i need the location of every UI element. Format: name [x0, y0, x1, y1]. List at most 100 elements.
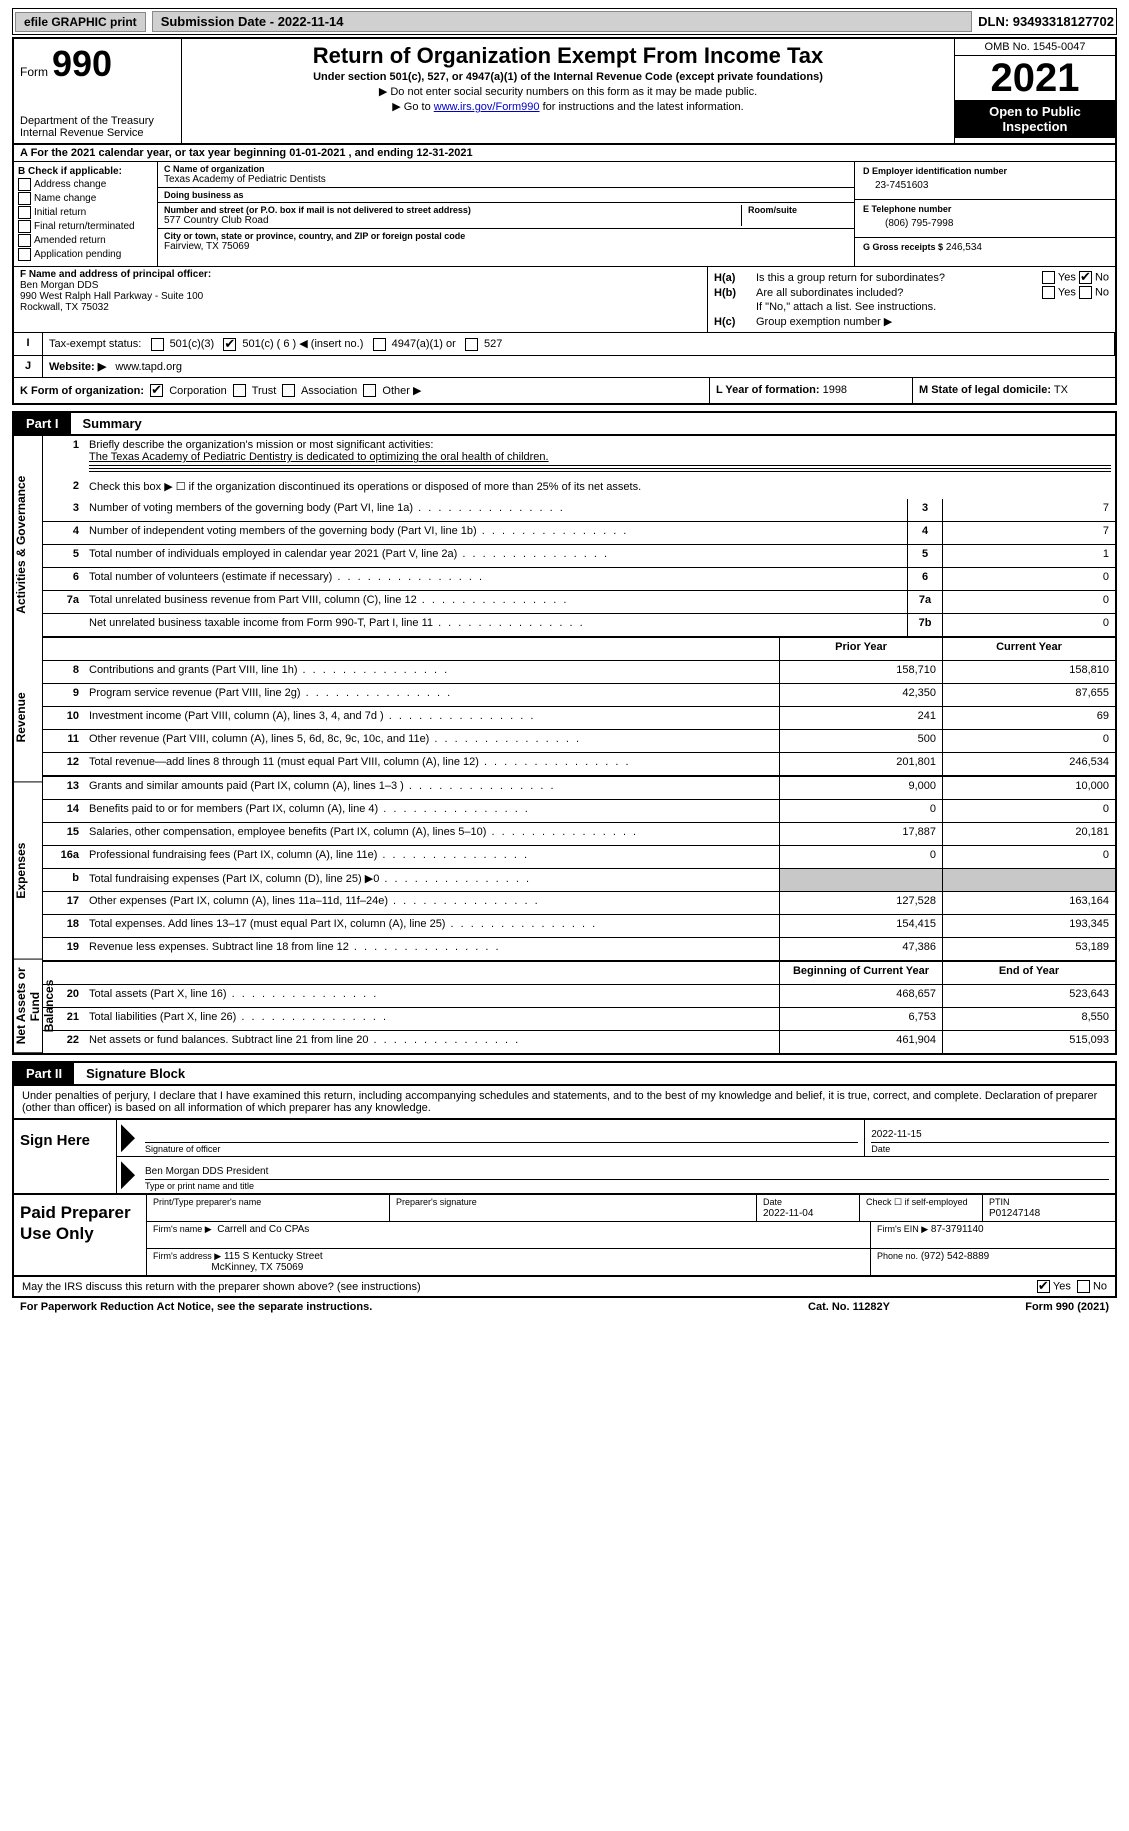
cb-527[interactable] — [465, 338, 478, 351]
form-ref: Form 990 (2021) — [949, 1301, 1109, 1313]
summary-line: 8Contributions and grants (Part VIII, li… — [43, 661, 1115, 684]
hb-yes[interactable] — [1042, 286, 1055, 299]
row-j-website: J Website: ▶ www.tapd.org — [12, 356, 1117, 378]
officer-addr2: Rockwall, TX 75032 — [20, 302, 701, 313]
discuss-yes[interactable] — [1037, 1280, 1050, 1293]
ein-value: 23-7451603 — [863, 176, 1107, 195]
form-note-1: ▶ Do not enter social security numbers o… — [188, 85, 948, 98]
cb-address-change[interactable] — [18, 178, 31, 191]
preparer-block: Paid Preparer Use Only Print/Type prepar… — [12, 1195, 1117, 1277]
submission-date: Submission Date - 2022-11-14 — [152, 11, 972, 32]
gross-receipts: 246,534 — [946, 242, 982, 253]
row-klm: K Form of organization: Corporation Trus… — [12, 378, 1117, 406]
omb-number: OMB No. 1545-0047 — [955, 39, 1115, 56]
line-2: Check this box ▶ ☐ if the organization d… — [85, 477, 1115, 499]
row-i-exempt: I Tax-exempt status: 501(c)(3) 501(c) ( … — [12, 333, 1117, 356]
officer-name: Ben Morgan DDS — [20, 280, 701, 291]
firm-addr: 115 S Kentucky Street — [224, 1251, 323, 1262]
summary-line: 9Program service revenue (Part VIII, lin… — [43, 684, 1115, 707]
summary-line: 18Total expenses. Add lines 13–17 (must … — [43, 915, 1115, 938]
officer-addr1: 990 West Ralph Hall Parkway - Suite 100 — [20, 291, 701, 302]
form-number: 990 — [52, 43, 112, 85]
state-domicile: TX — [1054, 384, 1068, 396]
sign-block: Sign Here Signature of officer 2022-11-1… — [12, 1120, 1117, 1195]
year-formation: 1998 — [823, 384, 847, 396]
cat-no: Cat. No. 11282Y — [749, 1301, 949, 1313]
cb-final-return[interactable] — [18, 220, 31, 233]
ha-no[interactable] — [1079, 271, 1092, 284]
cb-name-change[interactable] — [18, 192, 31, 205]
public-inspection: Open to Public Inspection — [955, 100, 1115, 138]
form-label: Form — [20, 65, 48, 79]
hb-no[interactable] — [1079, 286, 1092, 299]
officer-print-name: Ben Morgan DDS President — [145, 1166, 1109, 1177]
cb-assoc[interactable] — [282, 384, 295, 397]
tax-year: 2021 — [955, 56, 1115, 100]
ha-yes[interactable] — [1042, 271, 1055, 284]
summary-line: 10Investment income (Part VIII, column (… — [43, 707, 1115, 730]
col-b-checkboxes: B Check if applicable: Address change Na… — [14, 162, 158, 266]
cb-4947[interactable] — [373, 338, 386, 351]
cb-other[interactable] — [363, 384, 376, 397]
part-2-header: Part II Signature Block — [12, 1061, 1117, 1086]
discuss-no[interactable] — [1077, 1280, 1090, 1293]
form-header: Form 990 Department of the Treasury Inte… — [12, 37, 1117, 145]
cb-501c[interactable] — [223, 338, 236, 351]
tel-value: (806) 795-7998 — [863, 214, 1107, 233]
sig-intro: Under penalties of perjury, I declare th… — [12, 1086, 1117, 1120]
cb-amended[interactable] — [18, 234, 31, 247]
part-1-header: Part I Summary — [12, 411, 1117, 436]
arrow-icon — [121, 1124, 135, 1152]
cb-pending[interactable] — [18, 248, 31, 261]
cb-501c3[interactable] — [151, 338, 164, 351]
top-bar: efile GRAPHIC print Submission Date - 20… — [12, 8, 1117, 35]
summary-line: 11Other revenue (Part VIII, column (A), … — [43, 730, 1115, 753]
cb-initial-return[interactable] — [18, 206, 31, 219]
summary-line: 7aTotal unrelated business revenue from … — [43, 591, 1115, 614]
dept-treasury: Department of the Treasury — [20, 115, 175, 127]
summary-line: 5Total number of individuals employed in… — [43, 545, 1115, 568]
dln: DLN: 93493318127702 — [978, 14, 1114, 29]
website-url: www.tapd.org — [115, 361, 182, 373]
firm-name: Carrell and Co CPAs — [217, 1224, 309, 1235]
discuss-row: May the IRS discuss this return with the… — [12, 1277, 1117, 1298]
summary-line: Net unrelated business taxable income fr… — [43, 614, 1115, 636]
cb-corp[interactable] — [150, 384, 163, 397]
col-h-group: H(a) Is this a group return for subordin… — [708, 267, 1115, 332]
summary-line: 16aProfessional fundraising fees (Part I… — [43, 846, 1115, 869]
efile-button[interactable]: efile GRAPHIC print — [15, 12, 146, 32]
summary-line: bTotal fundraising expenses (Part IX, co… — [43, 869, 1115, 892]
part-1-summary: Activities & Governance Revenue Expenses… — [12, 436, 1117, 1055]
summary-line: 4Number of independent voting members of… — [43, 522, 1115, 545]
org-name: Texas Academy of Pediatric Dentists — [164, 174, 848, 185]
block-bcd: B Check if applicable: Address change Na… — [12, 162, 1117, 267]
ptin: P01247148 — [989, 1208, 1040, 1219]
cb-trust[interactable] — [233, 384, 246, 397]
arrow-icon — [121, 1161, 135, 1189]
org-street: 577 Country Club Road — [164, 215, 735, 226]
row-a-period: A For the 2021 calendar year, or tax yea… — [12, 145, 1117, 162]
org-city: Fairview, TX 75069 — [164, 241, 848, 252]
block-fh: F Name and address of principal officer:… — [12, 267, 1117, 333]
irs-link[interactable]: www.irs.gov/Form990 — [434, 101, 540, 113]
form-note-2: ▶ Go to www.irs.gov/Form990 for instruct… — [188, 100, 948, 113]
col-c-org: C Name of organization Texas Academy of … — [158, 162, 855, 266]
vertical-labels: Activities & Governance Revenue Expenses… — [14, 436, 43, 1053]
form-subtitle: Under section 501(c), 527, or 4947(a)(1)… — [188, 71, 948, 83]
summary-line: 3Number of voting members of the governi… — [43, 499, 1115, 522]
summary-line: 6Total number of volunteers (estimate if… — [43, 568, 1115, 591]
page-footer: For Paperwork Reduction Act Notice, see … — [12, 1298, 1117, 1316]
summary-line: 13Grants and similar amounts paid (Part … — [43, 777, 1115, 800]
irs-label: Internal Revenue Service — [20, 127, 175, 139]
summary-line: 22Net assets or fund balances. Subtract … — [43, 1031, 1115, 1053]
mission-text: The Texas Academy of Pediatric Dentistry… — [89, 451, 549, 463]
firm-ein: 87-3791140 — [931, 1224, 984, 1235]
sign-date: 2022-11-15 — [871, 1129, 1109, 1140]
summary-line: 20Total assets (Part X, line 16)468,6575… — [43, 985, 1115, 1008]
col-f-officer: F Name and address of principal officer:… — [14, 267, 708, 332]
col-d-ein: D Employer identification number 23-7451… — [855, 162, 1115, 266]
form-title: Return of Organization Exempt From Incom… — [188, 43, 948, 69]
summary-line: 14Benefits paid to or for members (Part … — [43, 800, 1115, 823]
firm-phone: (972) 542-8889 — [921, 1251, 989, 1262]
summary-line: 12Total revenue—add lines 8 through 11 (… — [43, 753, 1115, 775]
